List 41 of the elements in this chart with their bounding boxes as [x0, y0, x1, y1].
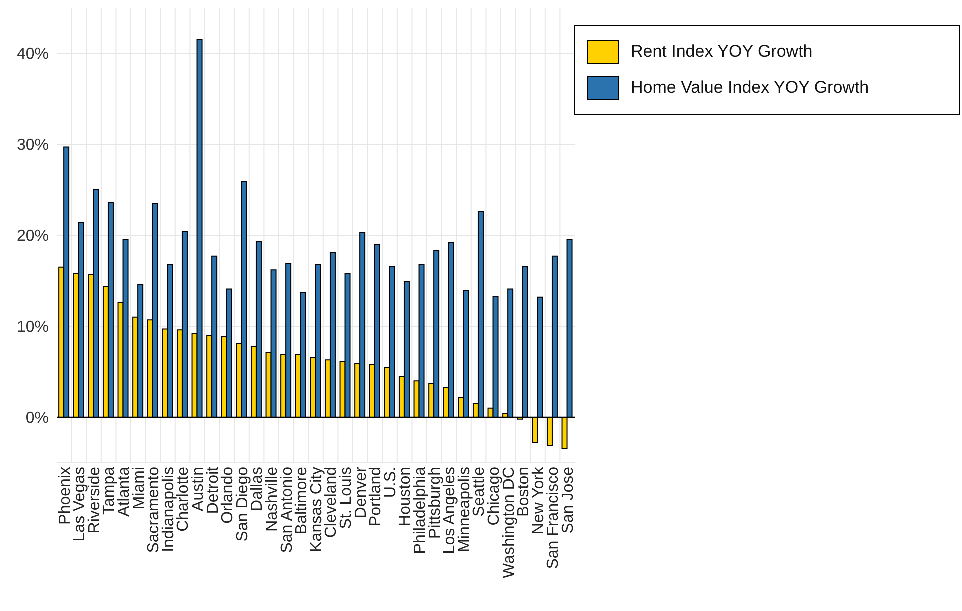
x-tick-label: Portland [368, 467, 385, 527]
x-tick-label: Orlando [220, 466, 237, 524]
y-tick-label: 30% [16, 137, 49, 154]
x-tick-label: Denver [352, 466, 370, 519]
y-tick-label: 0% [26, 410, 49, 428]
x-tick-label: San Antonio [278, 466, 296, 554]
x-tick-label: Dallas [249, 467, 266, 512]
x-tick-label: Atlanta [116, 466, 133, 517]
x-tick-label: San Jose [560, 466, 577, 534]
x-tick-label: Phoenix [56, 467, 74, 525]
x-tick-label: Pittsburgh [426, 467, 444, 540]
x-tick-label: Austin [190, 467, 207, 512]
x-tick-label: Boston [516, 467, 533, 517]
legend-label: Home Value Index YOY Growth [631, 78, 870, 98]
x-tick-label: Nashville [264, 466, 281, 532]
x-tick-label: Los Angeles [442, 467, 459, 554]
y-tick-label: 20% [16, 228, 49, 246]
x-tick-label: San Diego [234, 466, 252, 542]
y-tick-label: 10% [16, 319, 49, 336]
x-tick-label: Philadelphia [412, 466, 429, 554]
x-tick-label: Miami [130, 467, 148, 510]
x-tick-label: Kansas City [308, 467, 326, 552]
y-tick-label: 40% [16, 46, 49, 64]
x-tick-label: Houston [397, 467, 414, 527]
x-tick-label: U.S. [382, 467, 400, 498]
x-tick-label: Riverside [86, 466, 104, 534]
x-tick-label: Detroit [204, 466, 222, 514]
x-tick-label: Indianapolis [160, 467, 178, 552]
x-tick-label: St. Louis [338, 467, 355, 530]
x-tick-label: Seattle [471, 466, 488, 517]
x-tick-label: Baltimore [294, 466, 311, 535]
x-tick-label: Sacramento [146, 466, 163, 554]
x-tick-label: San Francisco [545, 466, 562, 570]
x-tick-label: Cleveland [323, 467, 340, 538]
x-tick-label: Las Vegas [72, 467, 89, 542]
x-tick-label: Charlotte [175, 466, 192, 532]
x-tick-label: Tampa [101, 466, 118, 516]
legend-label: Rent Index YOY Growth [631, 42, 813, 62]
x-tick-label: Minneapolis [456, 467, 474, 552]
x-tick-label: Chicago [486, 466, 503, 526]
x-tick-label: New York [530, 466, 548, 535]
